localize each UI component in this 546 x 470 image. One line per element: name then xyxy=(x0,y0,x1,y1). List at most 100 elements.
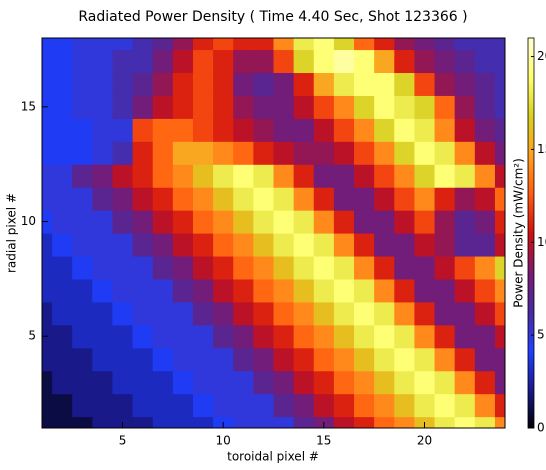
cell xyxy=(233,278,254,303)
cell xyxy=(374,141,395,165)
cell xyxy=(152,347,174,372)
cell xyxy=(333,95,355,119)
cell xyxy=(192,393,214,418)
cell xyxy=(494,187,505,211)
cell xyxy=(192,416,214,428)
cell xyxy=(273,233,295,257)
cell xyxy=(112,301,134,326)
cell xyxy=(354,141,375,165)
cell xyxy=(52,95,73,119)
cell xyxy=(414,49,436,74)
cell xyxy=(454,301,476,326)
cell xyxy=(233,255,254,280)
colorbar-step xyxy=(528,134,534,138)
colorbar-step xyxy=(528,62,534,66)
cell xyxy=(474,187,496,211)
cell xyxy=(92,393,114,418)
cell xyxy=(414,278,436,303)
cell xyxy=(313,141,335,165)
colorbar-step xyxy=(528,398,534,402)
cell xyxy=(374,255,395,280)
cell xyxy=(374,38,395,51)
cell xyxy=(52,72,73,96)
cell xyxy=(132,324,154,349)
cell xyxy=(213,255,234,280)
cell xyxy=(374,72,395,96)
cell xyxy=(152,255,174,280)
cell xyxy=(434,370,456,395)
cell xyxy=(253,370,275,395)
cell xyxy=(52,416,73,428)
y-tick-label: 15 xyxy=(21,99,36,113)
colorbar-step xyxy=(528,263,534,267)
cell xyxy=(233,393,254,418)
colorbar-step xyxy=(528,251,534,255)
cell xyxy=(132,393,154,418)
cell xyxy=(273,49,295,74)
cell xyxy=(454,278,476,303)
cell xyxy=(172,141,194,165)
cell xyxy=(52,278,73,303)
cell xyxy=(354,38,375,51)
colorbar-step xyxy=(528,308,534,312)
cell xyxy=(192,49,214,74)
colorbar-step xyxy=(528,161,534,165)
colorbar-step xyxy=(528,335,534,339)
cell xyxy=(494,347,505,372)
cell xyxy=(394,416,416,428)
colorbar-step xyxy=(528,116,534,120)
cell xyxy=(233,416,254,428)
cell xyxy=(192,233,214,257)
cell xyxy=(213,38,234,51)
cell xyxy=(494,49,505,74)
cell xyxy=(313,210,335,234)
cell xyxy=(132,278,154,303)
cell xyxy=(192,164,214,188)
cell xyxy=(192,255,214,280)
cell xyxy=(374,233,395,257)
cell xyxy=(434,393,456,418)
colorbar-step xyxy=(528,38,534,42)
cell xyxy=(454,38,476,51)
cell xyxy=(72,49,93,74)
colorbar-step xyxy=(528,368,534,372)
colorbar-step xyxy=(528,173,534,177)
colorbar-step xyxy=(528,86,534,90)
cell xyxy=(414,38,436,51)
cell xyxy=(474,416,496,428)
cell xyxy=(414,118,436,142)
cell xyxy=(494,210,505,234)
cell xyxy=(213,210,234,234)
cell xyxy=(42,370,53,395)
cell xyxy=(112,49,134,74)
colorbar-step xyxy=(528,299,534,303)
colorbar-step xyxy=(528,347,534,351)
cell xyxy=(52,141,73,165)
cell xyxy=(394,118,416,142)
cell xyxy=(72,72,93,96)
cell xyxy=(92,255,114,280)
cell xyxy=(434,95,456,119)
cell xyxy=(152,118,174,142)
cell xyxy=(273,141,295,165)
cell xyxy=(293,416,315,428)
cell xyxy=(92,324,114,349)
cell xyxy=(394,324,416,349)
colorbar-step xyxy=(528,281,534,285)
cell xyxy=(92,38,114,51)
cell xyxy=(474,301,496,326)
cell xyxy=(333,255,355,280)
cell xyxy=(152,164,174,188)
cell xyxy=(233,38,254,51)
colorbar-step xyxy=(528,164,534,168)
cell xyxy=(253,210,275,234)
cell xyxy=(474,278,496,303)
cell xyxy=(92,233,114,257)
cell xyxy=(152,393,174,418)
cell xyxy=(132,164,154,188)
colorbar-step xyxy=(528,377,534,381)
cell xyxy=(112,393,134,418)
colorbar-step xyxy=(528,125,534,129)
cell xyxy=(42,141,53,165)
cell xyxy=(92,187,114,211)
